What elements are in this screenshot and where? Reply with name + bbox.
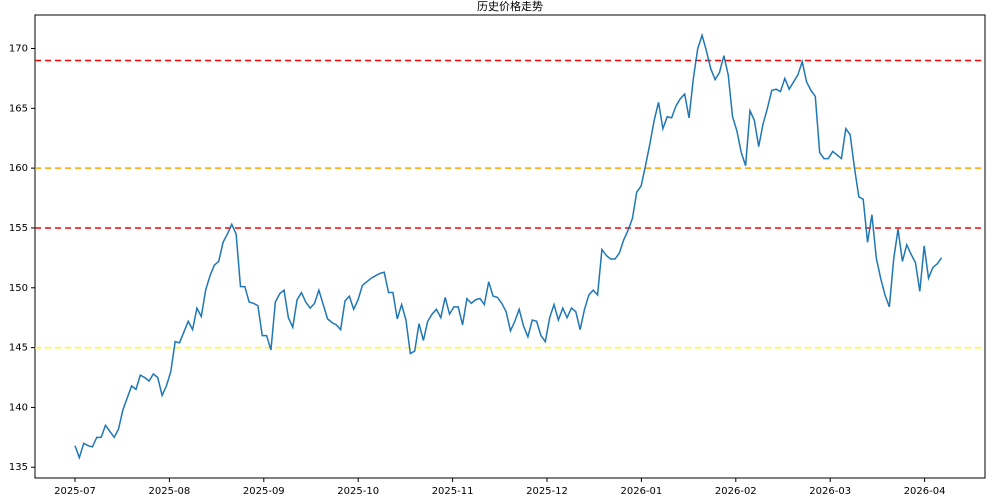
x-tick-label: 2026-04 xyxy=(904,486,946,497)
y-tick-label: 135 xyxy=(9,462,28,473)
y-tick-label: 155 xyxy=(9,223,28,234)
x-tick-label: 2025-10 xyxy=(337,486,379,497)
x-tick-label: 2025-12 xyxy=(526,486,568,497)
y-tick-label: 160 xyxy=(9,163,28,174)
y-tick-label: 140 xyxy=(9,402,28,413)
plot-frame xyxy=(34,14,986,479)
y-tick-label: 170 xyxy=(9,43,28,54)
chart-title: 历史价格走势 xyxy=(477,0,543,13)
x-tick-label: 2025-11 xyxy=(432,486,474,497)
x-tick-label: 2026-02 xyxy=(715,486,757,497)
x-tick-label: 2026-01 xyxy=(621,486,663,497)
y-tick-label: 145 xyxy=(9,343,28,354)
y-tick-label: 150 xyxy=(9,283,28,294)
y-tick-label: 165 xyxy=(9,103,28,114)
x-tick-label: 2025-07 xyxy=(54,486,96,497)
x-tick-label: 2025-09 xyxy=(243,486,285,497)
price-line xyxy=(74,32,943,461)
x-tick-label: 2025-08 xyxy=(149,486,191,497)
x-tick-label: 2026-03 xyxy=(809,486,851,497)
